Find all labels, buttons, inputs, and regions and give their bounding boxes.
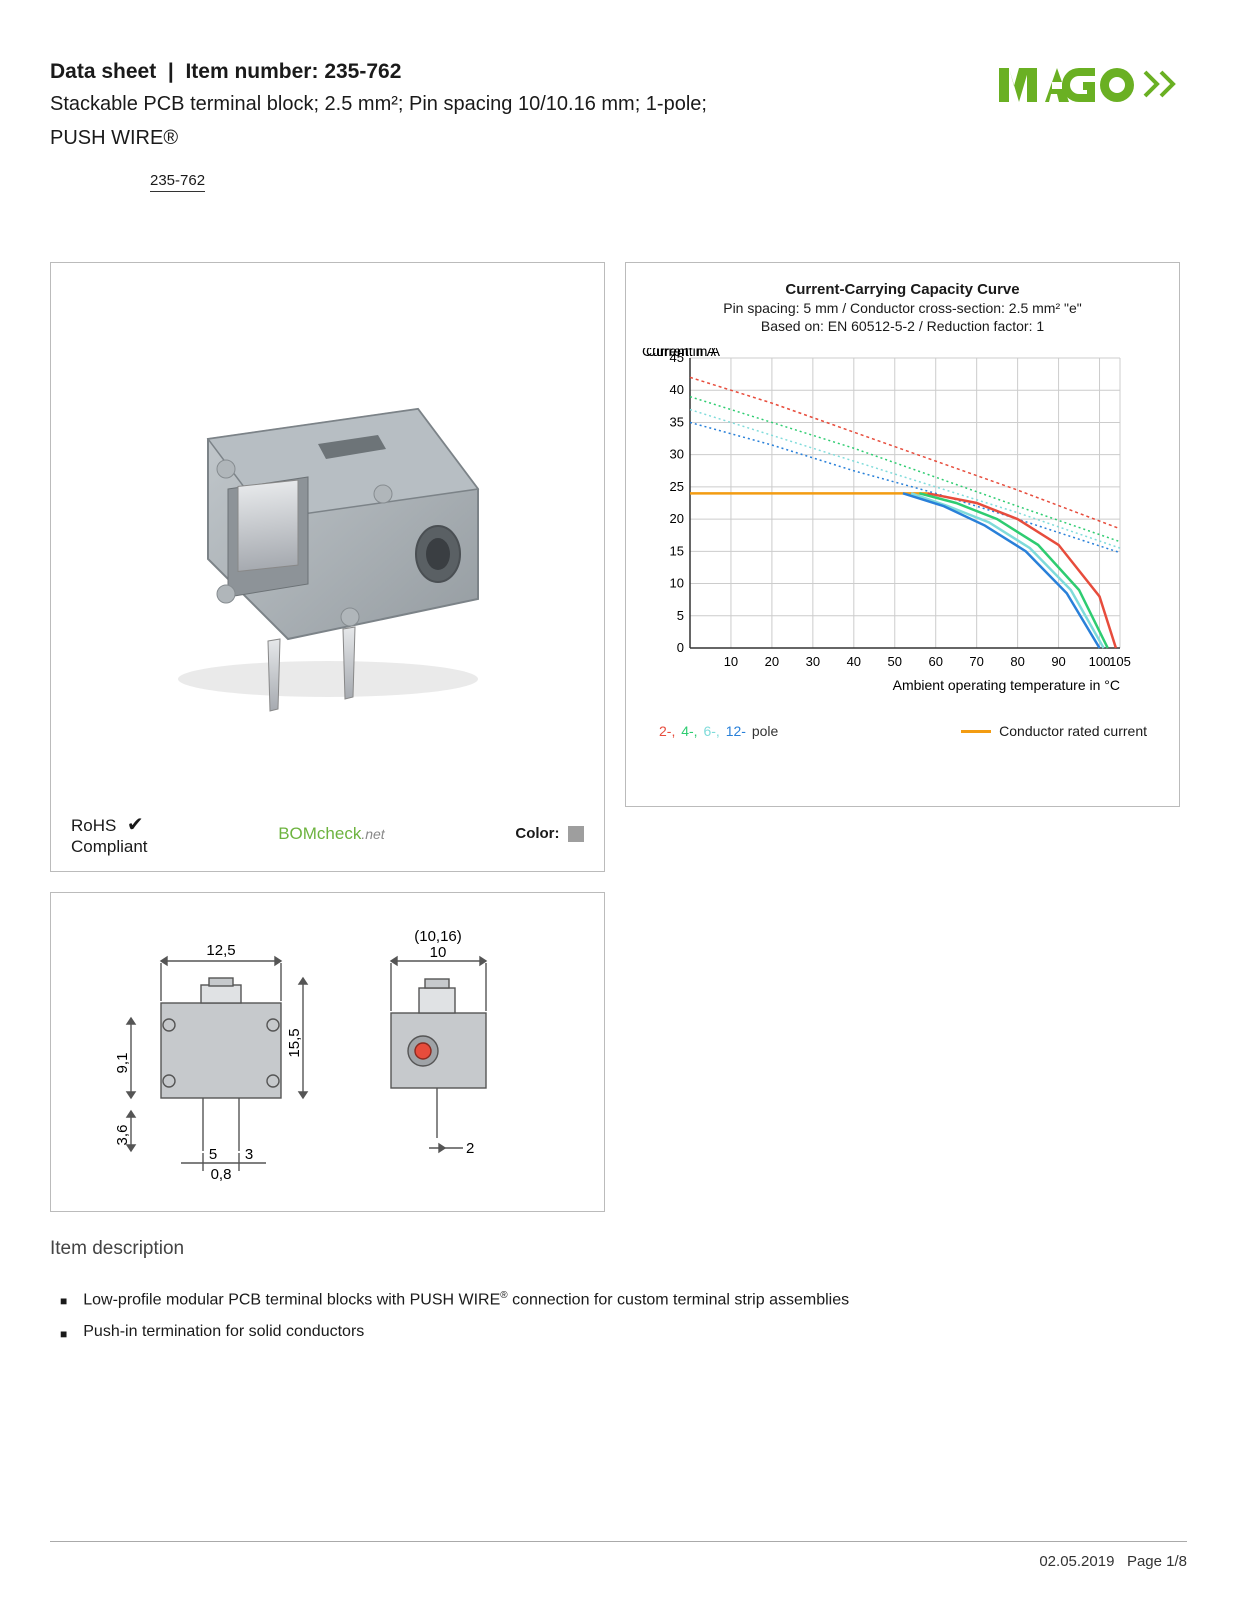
x-axis-label: Ambient operating temperature in °C bbox=[893, 677, 1120, 693]
chart-legend: 2-, 4-, 6-, 12- pole Conductor rated cur… bbox=[640, 713, 1165, 739]
pole-legend-item: pole bbox=[752, 723, 778, 739]
rohs-block: RoHS ✔ Compliant bbox=[71, 812, 148, 857]
dim-pinlen-val: 3,6 bbox=[114, 1125, 131, 1146]
page-footer: 02.05.2019 Page 1/8 bbox=[1039, 1553, 1187, 1570]
x-tick: 60 bbox=[928, 654, 942, 669]
x-tick: 80 bbox=[1010, 654, 1024, 669]
dim-width-val: 12,5 bbox=[206, 942, 235, 959]
chart-subtitle1: Pin spacing: 5 mm / Conductor cross-sect… bbox=[640, 300, 1165, 316]
rohs-line2: Compliant bbox=[71, 837, 148, 856]
check-icon: ✔ bbox=[127, 814, 144, 836]
bullet-item: Low-profile modular PCB terminal blocks … bbox=[60, 1290, 1187, 1309]
conductor-label: Conductor rated current bbox=[999, 723, 1147, 739]
logo-glyphs bbox=[999, 68, 1173, 102]
x-tick: 50 bbox=[888, 654, 902, 669]
x-tick: 105 bbox=[1109, 654, 1131, 669]
compliance-row: RoHS ✔ Compliant BOMcheck.net Color: bbox=[65, 802, 590, 857]
content-area: RoHS ✔ Compliant BOMcheck.net Color: Cur… bbox=[50, 262, 1187, 1341]
bomcheck-suffix: .net bbox=[361, 826, 384, 842]
x-tick: 40 bbox=[847, 654, 861, 669]
dim-pitch3: 3 bbox=[245, 1146, 253, 1163]
pole-legend-item: 12- bbox=[726, 723, 750, 739]
bomcheck-text: BOMcheck bbox=[278, 824, 361, 843]
subtitle-line1: Stackable PCB terminal block; 2.5 mm²; P… bbox=[50, 90, 997, 118]
item-description-heading: Item description bbox=[50, 1238, 1187, 1260]
page-header: Data sheet | Item number: 235-762 Stacka… bbox=[50, 60, 1187, 192]
color-block: Color: bbox=[515, 825, 584, 843]
dim-alt-top: (10,16) bbox=[414, 928, 462, 945]
bullet-item: Push-in termination for solid conductors bbox=[60, 1323, 1187, 1341]
y-tick: 0 bbox=[677, 640, 684, 655]
color-label: Color: bbox=[515, 825, 559, 842]
dim-alt-pin-val: 2 bbox=[466, 1140, 474, 1157]
footer-divider bbox=[50, 1541, 1187, 1542]
header-text: Data sheet | Item number: 235-762 Stacka… bbox=[50, 60, 997, 192]
dimension-card: 12,5 15,5 9,1 3,6 5 3 0,8 (10,16) 10 2 bbox=[50, 892, 605, 1212]
dim-pitch5: 5 bbox=[209, 1146, 217, 1163]
bomcheck-logo: BOMcheck.net bbox=[278, 824, 385, 844]
y-tick: 5 bbox=[677, 608, 684, 623]
chart-subtitle2: Based on: EN 60512-5-2 / Reduction facto… bbox=[640, 318, 1165, 334]
pole-legend-item: 2-, bbox=[659, 723, 679, 739]
pole-legend: 2-, 4-, 6-, 12- pole bbox=[658, 723, 779, 739]
description-list: Low-profile modular PCB terminal blocks … bbox=[50, 1290, 1187, 1341]
dim-pindia: 0,8 bbox=[211, 1166, 232, 1183]
subtitle-line2: PUSH WIRE® bbox=[50, 124, 997, 152]
chart-plot: Current in ACurrent in A0510152025303540… bbox=[640, 348, 1140, 708]
rohs-line1: RoHS bbox=[71, 816, 116, 835]
color-swatch bbox=[568, 826, 584, 842]
dim-height-val: 15,5 bbox=[286, 1028, 303, 1057]
item-link[interactable]: 235-762 bbox=[150, 172, 205, 192]
series-4-pole-dash bbox=[690, 397, 1120, 542]
data-sheet-label: Data sheet bbox=[50, 60, 156, 83]
conductor-line-icon bbox=[961, 730, 991, 733]
y-tick: 30 bbox=[670, 447, 684, 462]
y-tick: 35 bbox=[670, 414, 684, 429]
x-tick: 10 bbox=[724, 654, 738, 669]
x-tick: 70 bbox=[969, 654, 983, 669]
series-2-pole-dash bbox=[690, 377, 1120, 528]
dim-depth-val: 9,1 bbox=[114, 1053, 131, 1074]
footer-date: 02.05.2019 bbox=[1039, 1553, 1114, 1570]
front-view bbox=[161, 978, 281, 1151]
pole-legend-item: 4-, bbox=[681, 723, 701, 739]
product-render bbox=[118, 349, 538, 729]
wago-logo bbox=[997, 60, 1187, 110]
x-tick: 30 bbox=[806, 654, 820, 669]
product-image bbox=[65, 277, 590, 802]
product-card: RoHS ✔ Compliant BOMcheck.net Color: bbox=[50, 262, 605, 872]
x-tick: 100 bbox=[1089, 654, 1111, 669]
chart-card: Current-Carrying Capacity Curve Pin spac… bbox=[625, 262, 1180, 807]
dim-alt-pitch-val: 10 bbox=[430, 944, 447, 961]
y-tick: 40 bbox=[670, 382, 684, 397]
side-view bbox=[391, 979, 486, 1138]
conductor-legend: Conductor rated current bbox=[961, 723, 1147, 739]
series-12-pole bbox=[903, 493, 1100, 648]
dim-alt-pin bbox=[429, 1144, 463, 1152]
y-tick: 25 bbox=[670, 479, 684, 494]
series-12-pole-dash bbox=[690, 422, 1120, 552]
y-tick: 10 bbox=[670, 576, 684, 591]
item-number: 235-762 bbox=[324, 60, 401, 83]
title-line: Data sheet | Item number: 235-762 bbox=[50, 60, 997, 84]
item-label: Item number: bbox=[185, 60, 318, 83]
x-tick: 90 bbox=[1051, 654, 1065, 669]
top-row: RoHS ✔ Compliant BOMcheck.net Color: Cur… bbox=[50, 262, 1187, 872]
y-tick: 15 bbox=[670, 543, 684, 558]
dimension-drawing: 12,5 15,5 9,1 3,6 5 3 0,8 (10,16) 10 2 bbox=[71, 913, 591, 1193]
y-tick: 45 bbox=[670, 350, 684, 365]
y-tick: 20 bbox=[670, 511, 684, 526]
footer-page: Page 1/8 bbox=[1127, 1553, 1187, 1570]
pole-legend-item: 6-, bbox=[703, 723, 723, 739]
x-tick: 20 bbox=[765, 654, 779, 669]
chart-title: Current-Carrying Capacity Curve bbox=[640, 281, 1165, 298]
series-6-pole-dash bbox=[690, 410, 1120, 549]
